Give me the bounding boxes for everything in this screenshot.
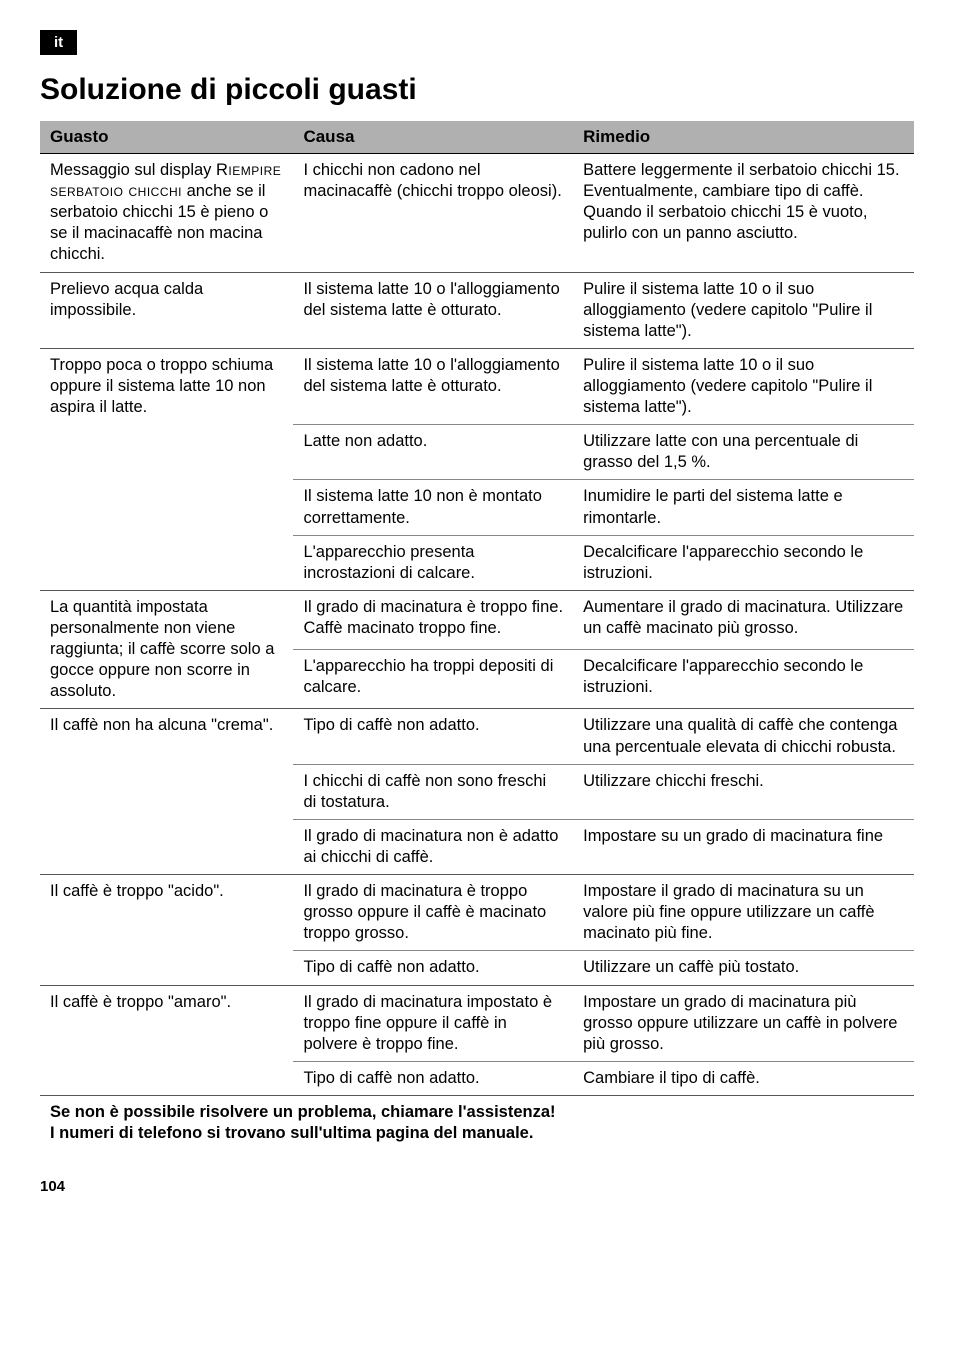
language-badge: it	[40, 30, 77, 55]
table-row: Prelievo acqua calda impossibile. Il sis…	[40, 272, 914, 348]
cell-rimedio: Battere leggermente il serbatoio chicchi…	[573, 154, 914, 273]
troubleshooting-table: Guasto Causa Rimedio Messaggio sul displ…	[40, 121, 914, 1150]
cell-rimedio: Pulire il sistema latte 10 o il suo allo…	[573, 272, 914, 348]
cell-causa: I chicchi non cadono nel macinacaffè (ch…	[293, 154, 573, 273]
cell-guasto: Prelievo acqua calda impossibile.	[40, 272, 293, 348]
cell-causa: L'apparecchio ha troppi depositi di calc…	[293, 650, 573, 709]
cell-guasto: La quantità impostata personalmente non …	[40, 590, 293, 709]
page-number: 104	[40, 1178, 914, 1195]
header-guasto: Guasto	[40, 121, 293, 154]
cell-guasto: Messaggio sul display Riempire serbatoio…	[40, 154, 293, 273]
cell-rimedio: Impostare su un grado di macinatura fine	[573, 819, 914, 874]
cell-causa: Il grado di macinatura è troppo fine. Ca…	[293, 590, 573, 649]
page-title: Soluzione di piccoli guasti	[40, 73, 914, 107]
table-row: Messaggio sul display Riempire serbatoio…	[40, 154, 914, 273]
cell-causa: Latte non adatto.	[293, 425, 573, 480]
header-rimedio: Rimedio	[573, 121, 914, 154]
footer-line-1: Se non è possibile risolvere un problema…	[50, 1103, 556, 1121]
cell-causa: Tipo di caffè non adatto.	[293, 709, 573, 764]
cell-causa: Il grado di macinatura impostato è tropp…	[293, 985, 573, 1061]
cell-causa: Tipo di caffè non adatto.	[293, 951, 573, 985]
cell-causa: Il sistema latte 10 non è montato corret…	[293, 480, 573, 535]
cell-causa: Il sistema latte 10 o l'alloggiamento de…	[293, 272, 573, 348]
cell-rimedio: Pulire il sistema latte 10 o il suo allo…	[573, 348, 914, 424]
cell-rimedio: Utilizzare una qualità di caffè che cont…	[573, 709, 914, 764]
cell-guasto: Troppo poca o troppo schiuma oppure il s…	[40, 348, 293, 590]
cell-causa: L'apparecchio presenta incrostazioni di …	[293, 535, 573, 590]
cell-guasto: Il caffè è troppo "amaro".	[40, 985, 293, 1095]
cell-rimedio: Utilizzare latte con una percentuale di …	[573, 425, 914, 480]
cell-rimedio: Impostare il grado di macinatura su un v…	[573, 875, 914, 951]
cell-rimedio: Utilizzare un caffè più tostato.	[573, 951, 914, 985]
footer-line-2: I numeri di telefono si trovano sull'ult…	[50, 1124, 533, 1142]
table-row: La quantità impostata personalmente non …	[40, 590, 914, 649]
table-row: Il caffè è troppo "amaro". Il grado di m…	[40, 985, 914, 1061]
cell-causa: I chicchi di caffè non sono freschi di t…	[293, 764, 573, 819]
table-row: Il caffè non ha alcuna "crema". Tipo di …	[40, 709, 914, 764]
cell-rimedio: Decalcificare l'apparecchio secondo le i…	[573, 650, 914, 709]
cell-rimedio: Utilizzare chicchi freschi.	[573, 764, 914, 819]
table-footer: Se non è possibile risolvere un problema…	[40, 1095, 914, 1150]
header-causa: Causa	[293, 121, 573, 154]
cell-guasto: Il caffè è troppo "acido".	[40, 875, 293, 985]
cell-rimedio: Impostare un grado di macinatura più gro…	[573, 985, 914, 1061]
cell-causa: Il grado di macinatura non è adatto ai c…	[293, 819, 573, 874]
cell-causa: Il sistema latte 10 o l'alloggiamento de…	[293, 348, 573, 424]
cell-rimedio: Inumidire le parti del sistema latte e r…	[573, 480, 914, 535]
cell-rimedio: Cambiare il tipo di caffè.	[573, 1061, 914, 1095]
cell-causa: Il grado di macinatura è troppo grosso o…	[293, 875, 573, 951]
table-row: Il caffè è troppo "acido". Il grado di m…	[40, 875, 914, 951]
table-row: Troppo poca o troppo schiuma oppure il s…	[40, 348, 914, 424]
cell-guasto: Il caffè non ha alcuna "crema".	[40, 709, 293, 875]
cell-rimedio: Decalcificare l'apparecchio secondo le i…	[573, 535, 914, 590]
cell-rimedio: Aumentare il grado di macinatura. Utiliz…	[573, 590, 914, 649]
cell-causa: Tipo di caffè non adatto.	[293, 1061, 573, 1095]
